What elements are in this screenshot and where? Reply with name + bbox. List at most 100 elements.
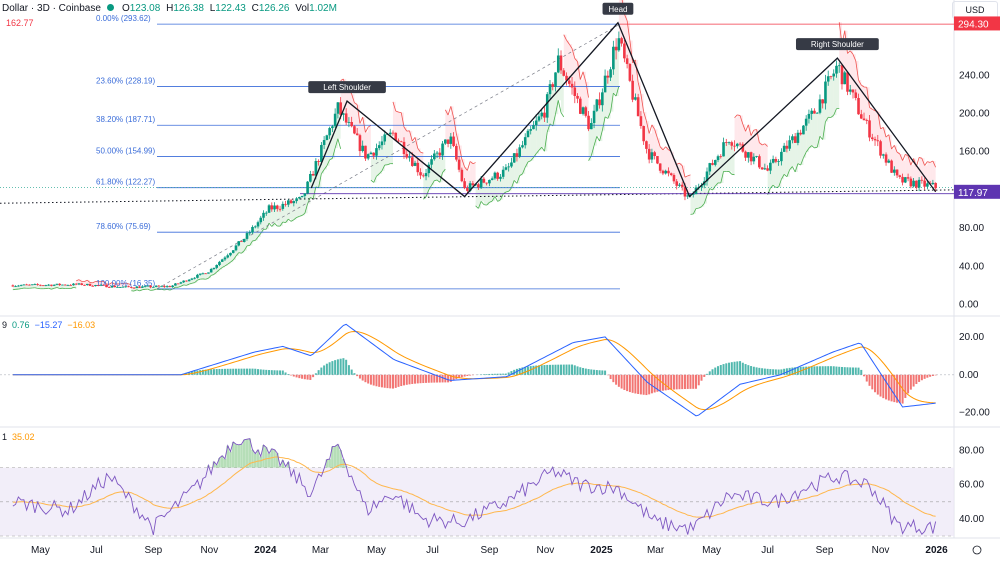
candle xyxy=(931,179,935,185)
candle xyxy=(353,125,356,135)
candle xyxy=(421,173,425,178)
candle xyxy=(865,118,869,125)
trend-line-down xyxy=(629,40,634,63)
candle xyxy=(190,277,194,281)
trend-fill-up xyxy=(588,129,592,161)
candle xyxy=(284,200,287,207)
trend-line-up xyxy=(299,215,303,217)
candle-body xyxy=(366,154,370,159)
trend-line-up xyxy=(318,173,322,188)
candle xyxy=(275,204,279,212)
macd-histogram-bar xyxy=(887,374,890,401)
trend-line-up xyxy=(800,157,804,166)
trend-fill-down xyxy=(682,165,685,187)
candle xyxy=(281,201,285,211)
trend-line-up xyxy=(56,287,60,289)
candle xyxy=(427,162,431,178)
candle-body xyxy=(876,140,880,142)
candle-body xyxy=(471,183,475,186)
candle-body xyxy=(179,282,183,284)
price-tick-label: 240.00 xyxy=(959,70,990,81)
trend-fill-down xyxy=(453,117,457,146)
macd-histogram-bar xyxy=(441,374,444,383)
trend-line-up xyxy=(279,221,284,227)
macd-histogram-bar xyxy=(576,366,579,375)
trend-fill-up xyxy=(836,65,840,109)
trend-line-down xyxy=(855,60,859,81)
trend-fill-up xyxy=(241,241,245,254)
trend-line-up xyxy=(486,202,490,206)
trend-fill-up xyxy=(828,76,831,118)
trend-fill-down xyxy=(89,282,93,286)
candle-body xyxy=(408,157,411,159)
candle xyxy=(873,136,877,146)
candle xyxy=(639,111,643,129)
candle-body xyxy=(675,181,679,186)
candle xyxy=(917,177,921,192)
macd-histogram-bar xyxy=(204,369,207,375)
candle-body xyxy=(187,279,191,282)
macd-histogram-bar xyxy=(207,369,210,375)
macd-histogram-bar xyxy=(711,369,714,375)
candle xyxy=(829,75,833,80)
candle xyxy=(537,112,541,122)
candle-body xyxy=(691,194,695,195)
trend-fill-down xyxy=(651,124,655,153)
candle-body xyxy=(333,113,337,127)
candle xyxy=(584,105,588,118)
candle xyxy=(132,286,136,289)
candle xyxy=(650,148,654,164)
time-tick-label: 2026 xyxy=(925,545,948,556)
macd-histogram-bar xyxy=(562,364,565,375)
macd-histogram-bar xyxy=(358,374,361,379)
trend-line-up xyxy=(519,173,523,176)
candle-body xyxy=(791,136,794,141)
trend-line-down xyxy=(98,280,102,283)
candle-body xyxy=(110,285,114,288)
macd-histogram-bar xyxy=(722,364,725,375)
trend-line-up xyxy=(599,130,603,142)
trend-fill-up xyxy=(156,285,159,290)
macd-histogram-bar xyxy=(571,364,574,375)
candle xyxy=(405,149,409,160)
candle-body xyxy=(193,277,196,279)
candle xyxy=(647,144,651,164)
macd-histogram-bar xyxy=(491,373,494,375)
candle xyxy=(493,171,497,180)
candle xyxy=(209,267,213,273)
macd-histogram-bar xyxy=(631,374,634,393)
macd-histogram-bar xyxy=(838,366,841,375)
candle xyxy=(17,284,20,287)
trend-line-up xyxy=(695,207,699,209)
trend-line-up xyxy=(21,287,24,290)
candle xyxy=(592,104,596,129)
trend-line-down xyxy=(745,124,749,132)
trend-line-up xyxy=(500,193,504,200)
macd-histogram-bar xyxy=(292,374,295,377)
macd-histogram-bar xyxy=(857,367,860,375)
candle xyxy=(912,177,915,188)
candle xyxy=(444,139,447,145)
trend-line-down xyxy=(574,58,578,62)
trend-line-down xyxy=(92,281,96,284)
candle-body xyxy=(25,284,28,286)
macd-histogram-bar xyxy=(626,374,629,392)
macd-histogram-bar xyxy=(876,374,879,395)
candle-body xyxy=(598,99,601,106)
candle-body xyxy=(683,186,687,197)
candle xyxy=(344,108,348,126)
time-tick-label: Sep xyxy=(144,545,162,556)
macd-histogram-bar xyxy=(579,367,582,375)
candle xyxy=(333,108,337,128)
candle-body xyxy=(226,255,230,258)
symbol-label[interactable]: Dollar · 3D · Coinbase xyxy=(2,3,101,14)
candle xyxy=(463,178,466,190)
trend-line-down xyxy=(640,93,645,112)
candle xyxy=(88,283,92,287)
trend-line-up xyxy=(282,221,286,224)
pattern-label-bg xyxy=(602,2,634,15)
macd-histogram-bar xyxy=(912,374,915,387)
candle xyxy=(642,125,645,145)
candle xyxy=(810,108,813,120)
